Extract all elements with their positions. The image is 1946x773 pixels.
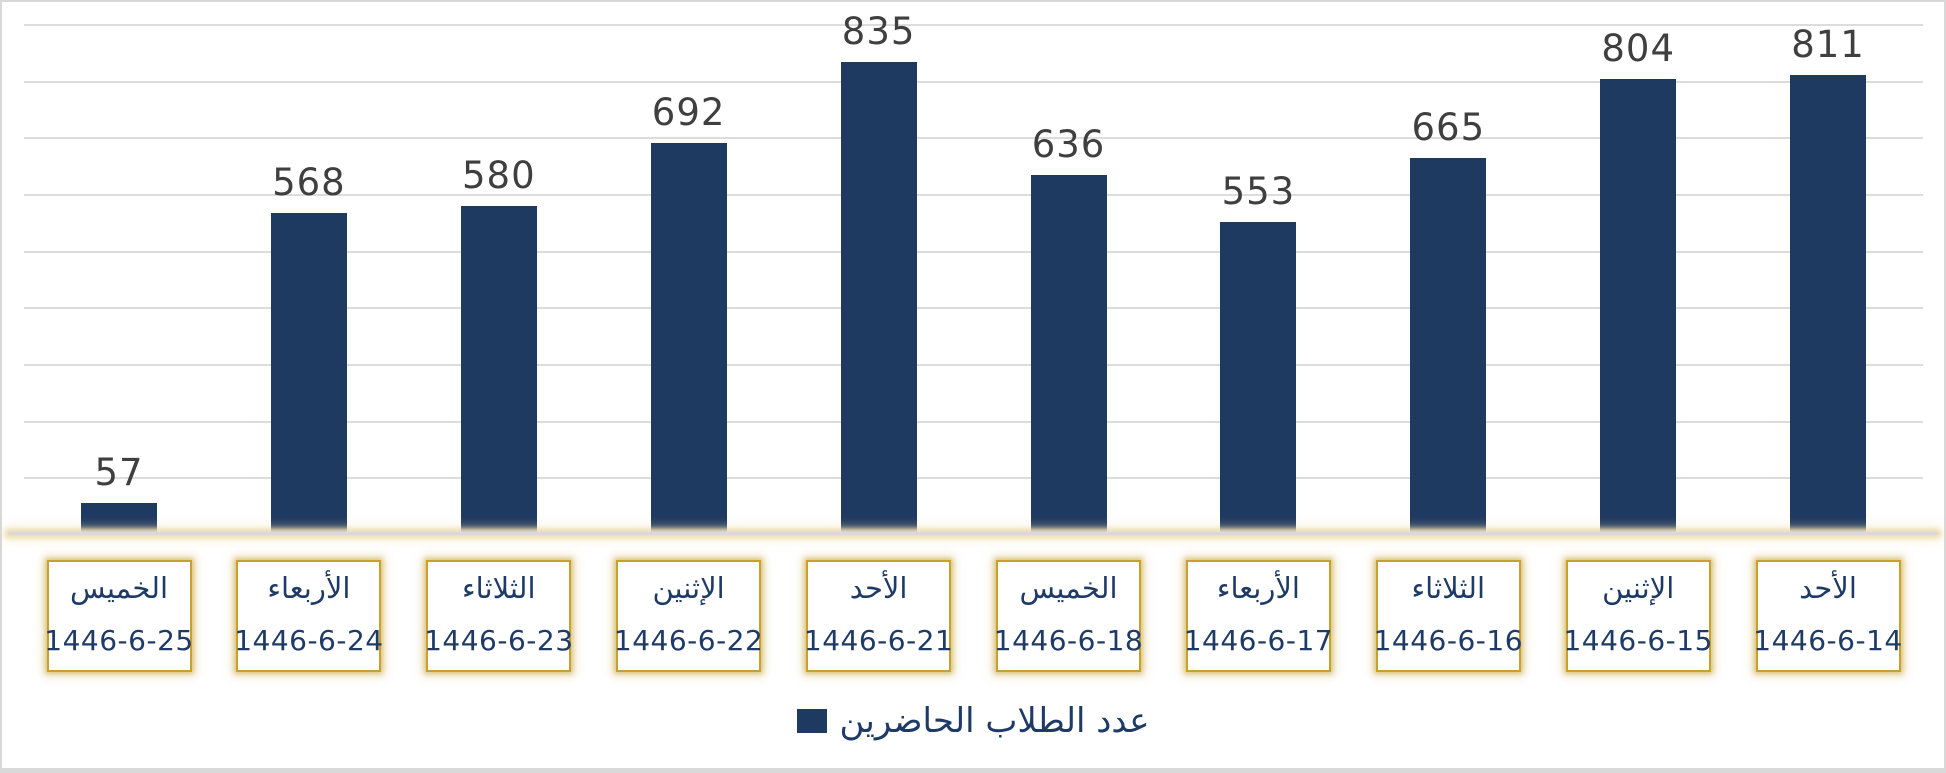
category-day-label: الثلاثاء [1411,571,1486,605]
category-day-label: الإثنين [652,571,725,605]
bar-1446-6-21[interactable] [840,61,917,535]
category-day-label: الخميس [1019,571,1118,605]
category-day-label: الخميس [69,571,169,605]
gridline-700 [24,137,1923,140]
category-day-label: الأحد [849,571,908,605]
bar-value-label: 568 [272,161,346,205]
gridline-400 [24,307,1923,310]
bar-1446-6-17[interactable] [1220,221,1297,535]
category-date-label: 1446-6-24 [234,624,384,657]
bar-1446-6-23[interactable] [460,206,537,535]
bar-1446-6-18[interactable] [1030,174,1107,535]
bar-1446-6-15[interactable] [1600,79,1677,535]
bar-value-label: 553 [1221,169,1296,213]
gridline-100 [24,477,1923,480]
bar-value-label: 804 [1601,27,1675,71]
gridline-200 [24,420,1923,423]
category-day-label: الثلاثاء [462,571,536,605]
category-date-label: 1446-6-22 [613,624,764,657]
category-date-label: 1446-6-14 [1753,624,1903,657]
chart-legend[interactable]: عدد الطلاب الحاضرين [0,699,1946,743]
bar-1446-6-14[interactable] [1790,75,1866,535]
bar-value-label: 665 [1411,106,1486,150]
x-axis-line [8,532,1938,535]
bar-1446-6-16[interactable] [1410,158,1487,535]
category-day-label: الإثنين [1602,571,1675,605]
category-box-1446-6-23: الثلاثاء 1446-6-23 [424,560,574,672]
gridline-500 [24,250,1923,253]
category-date-label: 1446-6-15 [1563,624,1713,657]
bar-1446-6-25[interactable] [81,502,157,535]
category-date-label: 1446-6-16 [1373,624,1524,657]
category-box-1446-6-25: الخميس 1446-6-25 [44,560,194,672]
gridline-300 [24,364,1923,366]
bar-1446-6-24[interactable] [270,213,347,535]
category-date-label: 1446-6-18 [993,624,1144,657]
category-date-label: 1446-6-21 [803,624,954,657]
category-box-1446-6-14: الأحد 1446-6-14 [1753,560,1903,672]
bar-value-label: 57 [94,450,144,494]
category-day-label: الأربعاء [267,571,351,605]
bar-value-label: 692 [651,90,726,134]
bottom-edge-strip [0,768,1946,773]
category-box-1446-6-15: الإثنين 1446-6-15 [1563,560,1713,672]
category-day-label: الأربعاء [1216,571,1300,605]
category-box-1446-6-24: الأربعاء 1446-6-24 [234,560,384,672]
category-box-1446-6-17: الأربعاء 1446-6-17 [1183,560,1334,672]
bar-value-label: 811 [1791,23,1865,67]
category-date-label: 1446-6-25 [44,624,194,657]
category-day-label: الأحد [1799,571,1857,605]
category-box-1446-6-21: الأحد 1446-6-21 [803,560,954,672]
category-box-1446-6-18: الخميس 1446-6-18 [993,560,1144,672]
bar-value-label: 835 [841,9,916,53]
gridline-900 [24,24,1923,26]
legend-series-marker [796,709,827,733]
bar-value-label: 636 [1031,122,1106,166]
bar-value-label: 580 [461,154,536,198]
category-box-1446-6-22: الإثنين 1446-6-22 [613,560,764,672]
bar-1446-6-22[interactable] [650,142,727,535]
legend-series-label: عدد الطلاب الحاضرين [839,701,1150,741]
category-date-label: 1446-6-23 [424,624,574,657]
category-box-1446-6-16: الثلاثاء 1446-6-16 [1373,560,1524,672]
gridline-800 [24,80,1923,83]
gridline-600 [24,194,1923,196]
category-date-label: 1446-6-17 [1183,624,1334,657]
